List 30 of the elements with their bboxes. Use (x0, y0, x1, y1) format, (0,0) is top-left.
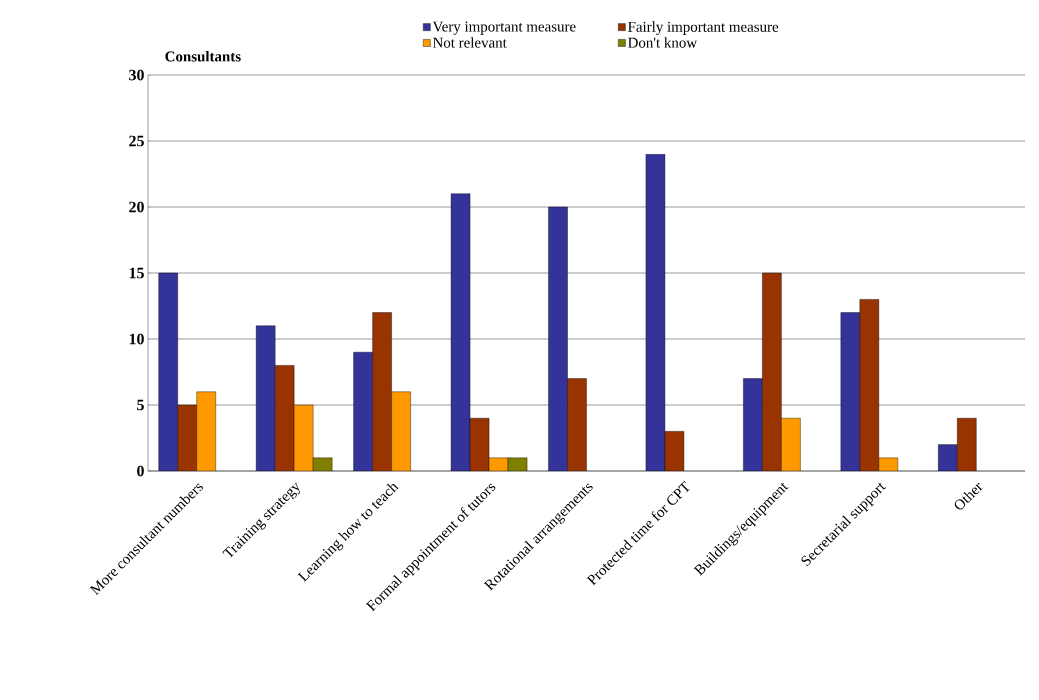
chart-title: Consultants (165, 51, 241, 62)
legend-label: Fairly important measure (628, 21, 779, 35)
bar (548, 206, 568, 471)
y-tick-label: 10 (129, 333, 144, 345)
bar (177, 404, 197, 471)
bar (859, 299, 880, 471)
y-tick-label: 5 (137, 399, 144, 411)
bar (391, 391, 411, 471)
legend-label: Very important measure (432, 21, 576, 35)
bar (158, 272, 178, 471)
bar (274, 365, 295, 471)
bar (255, 325, 276, 471)
bar (293, 404, 314, 471)
bar (372, 312, 392, 471)
bar (762, 272, 782, 471)
bar (840, 312, 861, 471)
bar (781, 418, 801, 471)
y-tick-label: 0 (137, 465, 144, 477)
bar (353, 352, 373, 471)
y-tick-label: 20 (129, 201, 144, 213)
bar (567, 378, 587, 471)
bar (196, 391, 216, 471)
bar (743, 378, 763, 471)
legend-label: Don't know (628, 37, 698, 48)
bar (957, 418, 977, 471)
y-tick-label: 15 (129, 267, 144, 279)
y-tick-label: 30 (129, 69, 144, 81)
bar (938, 444, 958, 471)
legend-label: Not relevant (432, 37, 507, 48)
y-tick-label: 25 (129, 135, 144, 147)
